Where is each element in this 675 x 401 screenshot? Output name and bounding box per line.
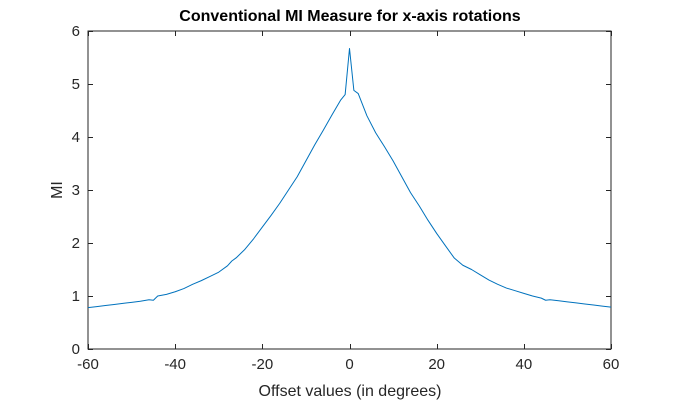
mi-series-line	[87, 47, 612, 309]
x-tick-label: -60	[77, 356, 99, 373]
series-layer	[87, 47, 612, 309]
y-tick-label: 0	[72, 341, 80, 358]
x-tick-label: 20	[428, 356, 445, 373]
y-tick-label: 6	[72, 23, 80, 40]
x-tick-label: 60	[603, 356, 620, 373]
y-tick-label: 4	[72, 129, 80, 146]
x-tick-label: -20	[251, 356, 273, 373]
x-tick-label: 40	[515, 356, 532, 373]
plot-area: -60 -40 -20 0 20 40 60 0 1 2 3 4 5 6	[72, 23, 620, 373]
axis-ticks: -60 -40 -20 0 20 40 60 0 1 2 3 4 5 6	[72, 23, 620, 373]
y-axis-label: MI	[49, 181, 66, 199]
chart-title: Conventional MI Measure for x-axis rotat…	[179, 8, 521, 25]
x-tick-label: 0	[345, 356, 353, 373]
y-tick-label: 1	[72, 288, 80, 305]
y-tick-label: 3	[72, 182, 80, 199]
x-axis-label: Offset values (in degrees)	[259, 383, 442, 400]
y-tick-label: 2	[72, 235, 80, 252]
y-tick-label: 5	[72, 76, 80, 93]
x-tick-label: -40	[164, 356, 186, 373]
